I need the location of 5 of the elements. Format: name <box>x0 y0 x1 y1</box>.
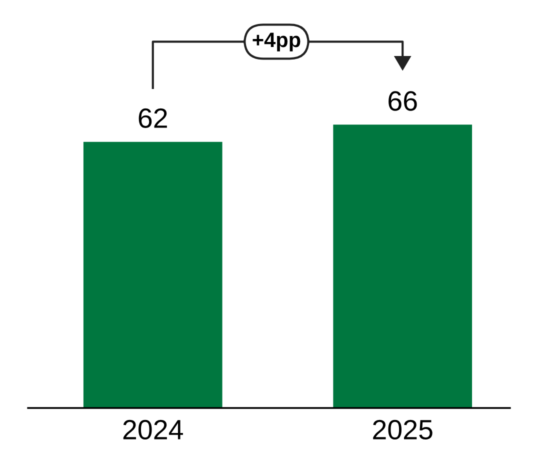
x-tick-label: 2025 <box>373 420 432 440</box>
data-label: 66 <box>388 91 417 111</box>
data-label: 62 <box>138 108 167 128</box>
x-tick-label: 2024 <box>123 420 183 440</box>
text: +4pp <box>252 32 300 52</box>
